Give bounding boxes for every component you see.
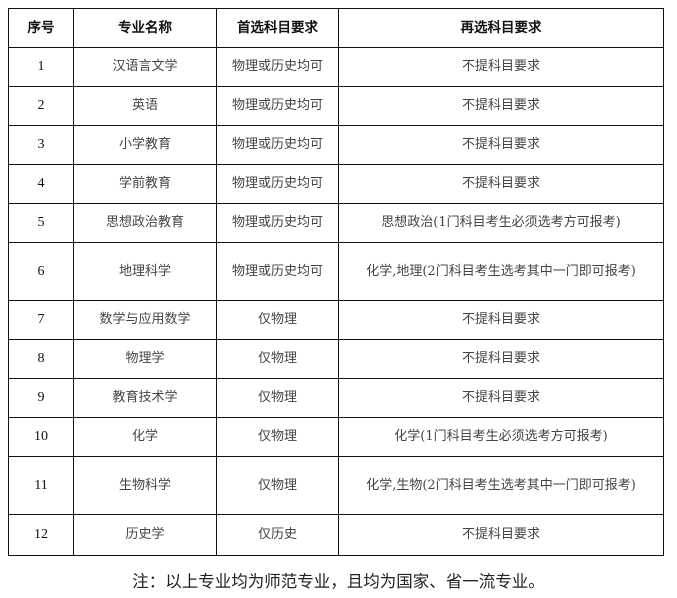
- first-subject-cell: 物理或历史均可: [216, 86, 339, 126]
- index-cell: 2: [8, 86, 74, 126]
- table-row: 1 汉语言文学 物理或历史均可 不提科目要求: [8, 47, 664, 87]
- first-subject-cell: 仅物理: [216, 456, 339, 515]
- first-subject-cell: 仅物理: [216, 339, 339, 379]
- second-subject-cell: 不提科目要求: [338, 47, 664, 87]
- first-subject-cell: 物理或历史均可: [216, 125, 339, 165]
- major-name-cell: 生物科学: [73, 456, 217, 515]
- second-subject-cell: 不提科目要求: [338, 125, 664, 165]
- index-cell: 3: [8, 125, 74, 165]
- second-subject-cell: 化学(1门科目考生必须选考方可报考): [338, 417, 664, 457]
- table-row: 5 思想政治教育 物理或历史均可 思想政治(1门科目考生必须选考方可报考): [8, 203, 664, 243]
- major-name-cell: 学前教育: [73, 164, 217, 204]
- index-cell: 8: [8, 339, 74, 379]
- first-subject-cell: 仅物理: [216, 417, 339, 457]
- second-subject-cell: 不提科目要求: [338, 514, 664, 556]
- table-row: 4 学前教育 物理或历史均可 不提科目要求: [8, 164, 664, 204]
- major-name-cell: 汉语言文学: [73, 47, 217, 87]
- major-requirements-table: 序号 专业名称 首选科目要求 再选科目要求 1 汉语言文学 物理或历史均可 不提科目要…: [8, 8, 664, 556]
- header-row: 序号 专业名称 首选科目要求 再选科目要求: [8, 8, 664, 48]
- index-cell: 7: [8, 300, 74, 340]
- second-subject-cell: 不提科目要求: [338, 339, 664, 379]
- table-row: 8 物理学 仅物理 不提科目要求: [8, 339, 664, 379]
- second-subject-cell: 不提科目要求: [338, 164, 664, 204]
- second-subject-cell: 不提科目要求: [338, 378, 664, 418]
- table-row: 11 生物科学 仅物理 化学,生物(2门科目考生选考其中一门即可报考): [8, 456, 664, 515]
- second-subject-cell: 化学,生物(2门科目考生选考其中一门即可报考): [338, 456, 664, 515]
- major-name-cell: 教育技术学: [73, 378, 217, 418]
- header-major-name: 专业名称: [73, 8, 217, 48]
- index-cell: 12: [8, 514, 74, 556]
- first-subject-cell: 物理或历史均可: [216, 164, 339, 204]
- header-index: 序号: [8, 8, 74, 48]
- table-row: 10 化学 仅物理 化学(1门科目考生必须选考方可报考): [8, 417, 664, 457]
- index-cell: 4: [8, 164, 74, 204]
- second-subject-cell: 化学,地理(2门科目考生选考其中一门即可报考): [338, 242, 664, 301]
- major-name-cell: 数学与应用数学: [73, 300, 217, 340]
- footnote: 注：以上专业均为师范专业，且均为国家、省一流专业。: [132, 572, 545, 591]
- major-name-cell: 思想政治教育: [73, 203, 217, 243]
- first-subject-cell: 仅历史: [216, 514, 339, 556]
- table-row: 7 数学与应用数学 仅物理 不提科目要求: [8, 300, 664, 340]
- major-name-cell: 英语: [73, 86, 217, 126]
- index-cell: 1: [8, 47, 74, 87]
- table-row: 12 历史学 仅历史 不提科目要求: [8, 514, 664, 556]
- table-row: 9 教育技术学 仅物理 不提科目要求: [8, 378, 664, 418]
- major-name-cell: 物理学: [73, 339, 217, 379]
- header-first-subject: 首选科目要求: [216, 8, 339, 48]
- major-name-cell: 历史学: [73, 514, 217, 556]
- major-name-cell: 小学教育: [73, 125, 217, 165]
- index-cell: 5: [8, 203, 74, 243]
- second-subject-cell: 思想政治(1门科目考生必须选考方可报考): [338, 203, 664, 243]
- first-subject-cell: 仅物理: [216, 300, 339, 340]
- table-row: 6 地理科学 物理或历史均可 化学,地理(2门科目考生选考其中一门即可报考): [8, 242, 664, 301]
- first-subject-cell: 物理或历史均可: [216, 47, 339, 87]
- second-subject-cell: 不提科目要求: [338, 300, 664, 340]
- header-second-subject: 再选科目要求: [338, 8, 664, 48]
- first-subject-cell: 物理或历史均可: [216, 203, 339, 243]
- first-subject-cell: 物理或历史均可: [216, 242, 339, 301]
- major-name-cell: 化学: [73, 417, 217, 457]
- index-cell: 6: [8, 242, 74, 301]
- index-cell: 9: [8, 378, 74, 418]
- first-subject-cell: 仅物理: [216, 378, 339, 418]
- major-name-cell: 地理科学: [73, 242, 217, 301]
- index-cell: 11: [8, 456, 74, 515]
- table-row: 2 英语 物理或历史均可 不提科目要求: [8, 86, 664, 126]
- index-cell: 10: [8, 417, 74, 457]
- table-row: 3 小学教育 物理或历史均可 不提科目要求: [8, 125, 664, 165]
- second-subject-cell: 不提科目要求: [338, 86, 664, 126]
